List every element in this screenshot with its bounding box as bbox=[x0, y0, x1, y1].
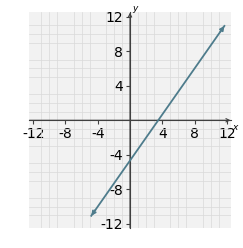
Text: y: y bbox=[132, 3, 138, 13]
Text: x: x bbox=[232, 123, 238, 132]
